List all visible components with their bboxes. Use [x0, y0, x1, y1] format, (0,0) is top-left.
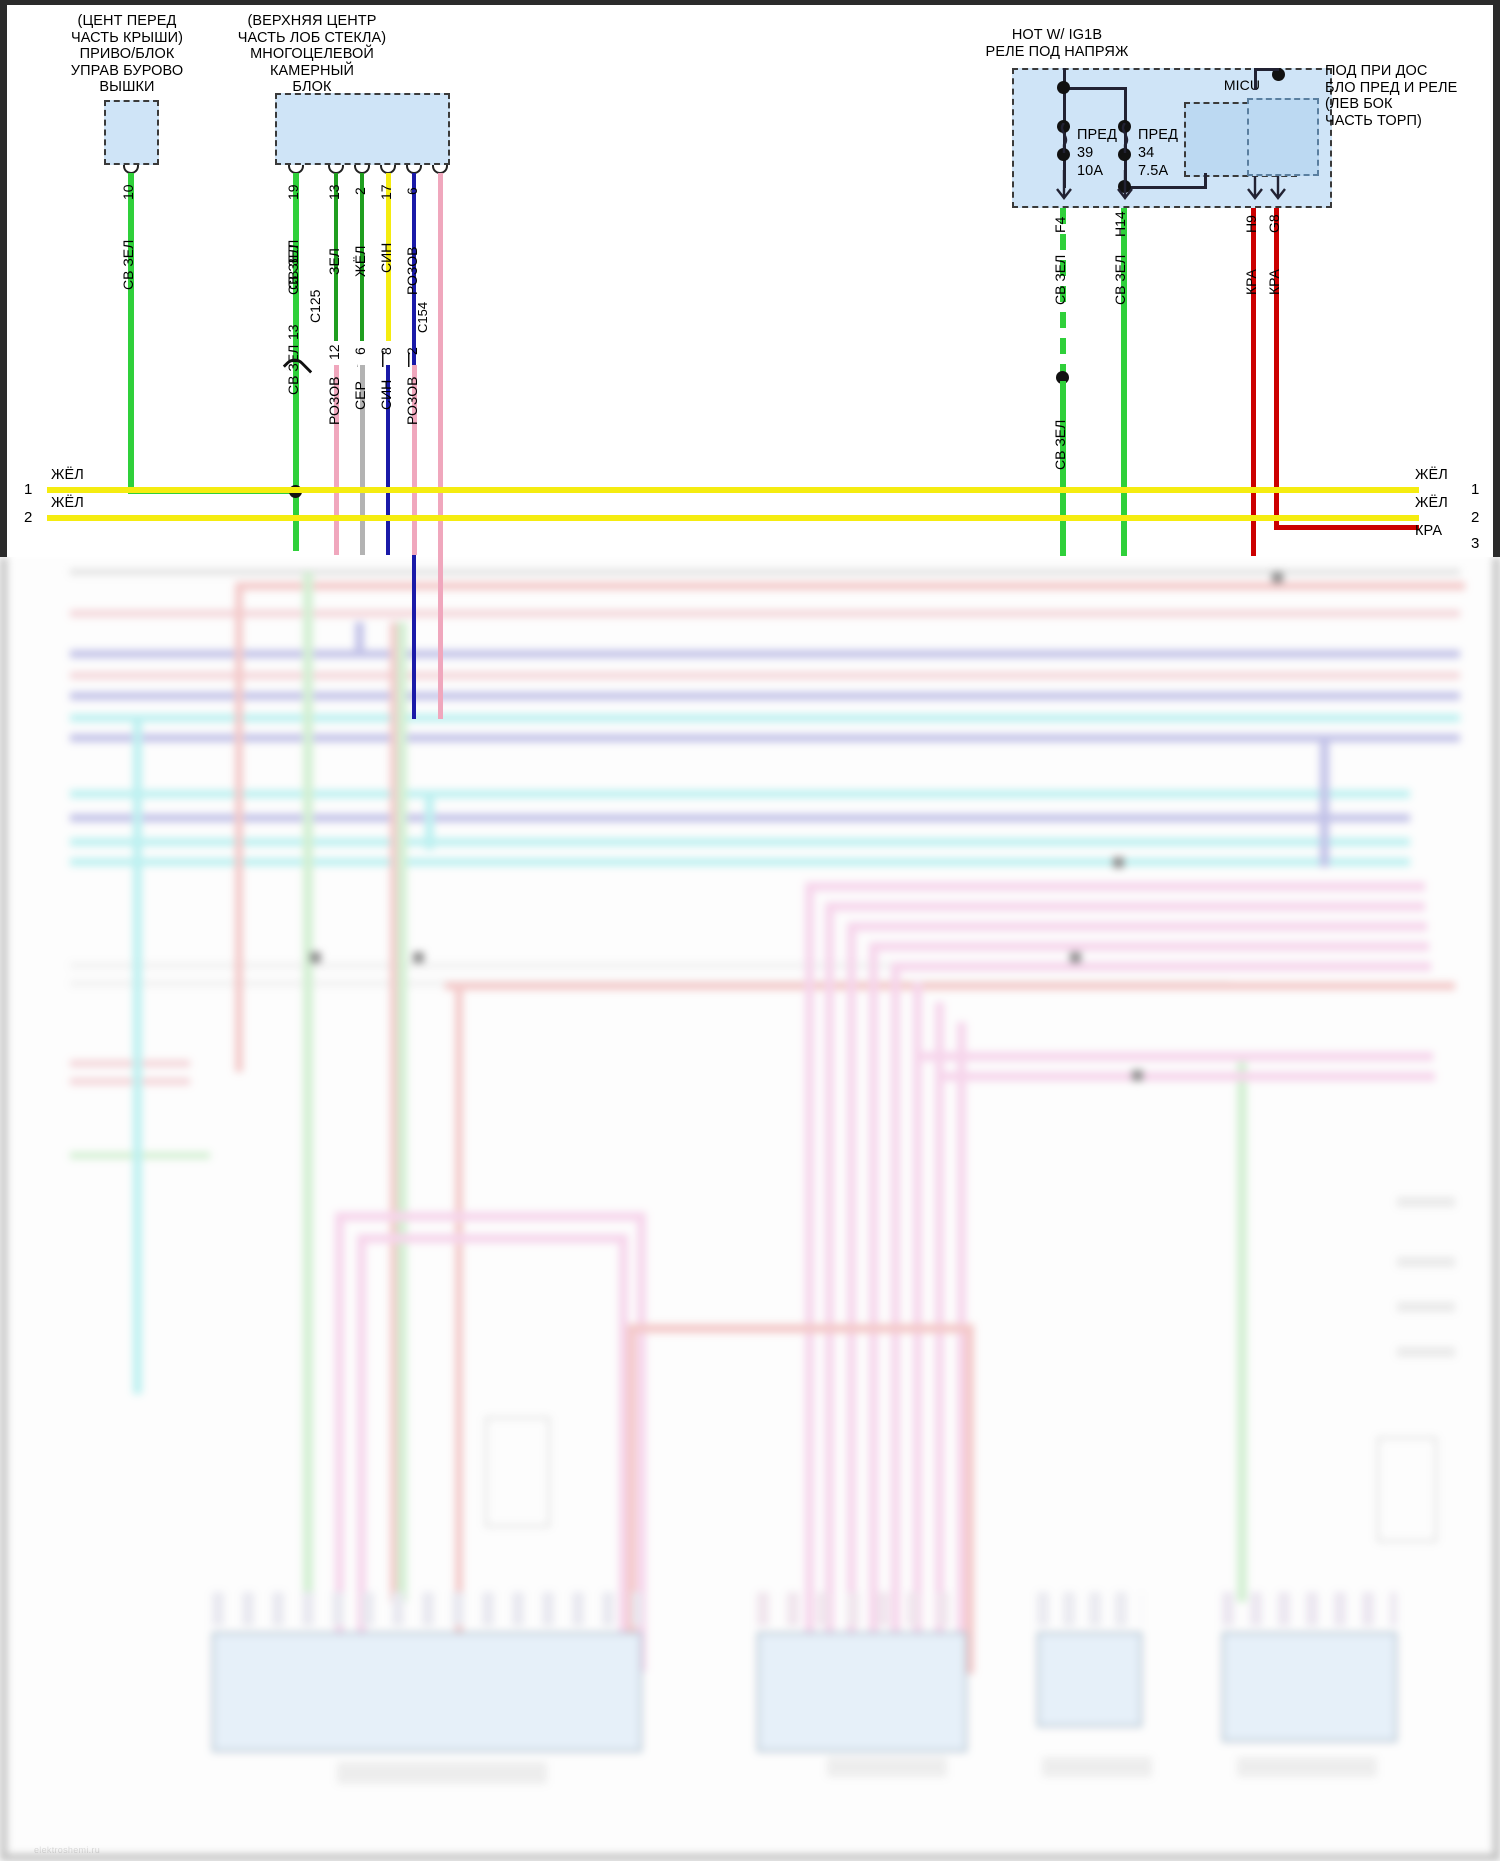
- wire-rozov-pin12: [334, 365, 339, 555]
- bus-left-color-2: ЖЁЛ: [51, 495, 84, 511]
- fuse-34-name: ПРЕД: [1138, 127, 1178, 143]
- pin-number-19: 19: [285, 184, 301, 200]
- pin-number-h9: H9: [1243, 215, 1259, 233]
- wire-sin-pin17: [386, 173, 391, 341]
- wire-ser-pin6: [360, 365, 365, 555]
- c-connector-marks: [325, 351, 447, 367]
- wire-color-sv-zel-1: СВ ЗЕЛ: [120, 239, 136, 290]
- wire-color-sv-zel-h14: СВ ЗЕЛ: [1112, 254, 1128, 305]
- wire-sin-pin8: [386, 365, 390, 555]
- bus-right-color-2: ЖЁЛ: [1415, 495, 1448, 511]
- bus-right-num-3: 3: [1471, 535, 1480, 552]
- wire-color-kra-g8: КРА: [1266, 269, 1282, 295]
- outlet-arrow-f4: [1056, 170, 1072, 200]
- fuse-34-symbol: [1121, 123, 1129, 153]
- wire-color-kra-h9: КРА: [1243, 269, 1259, 295]
- fuse-39-number: 39: [1077, 145, 1094, 161]
- wire-sv-zel-f4-dashed: [1060, 208, 1066, 378]
- bus-left-color-1: ЖЁЛ: [51, 467, 84, 483]
- fuse-34-number: 34: [1138, 145, 1155, 161]
- wire-kra-h9: [1251, 208, 1256, 556]
- splice-dot-f4: [1056, 371, 1069, 384]
- wire-color-rozov-2: РОЗОВ: [404, 376, 420, 425]
- fuse-39-rating: 10A: [1077, 163, 1104, 179]
- pin-number-2: 2: [352, 187, 368, 195]
- junction-dot-b: [1057, 120, 1070, 133]
- multipurpose-camera-unit-label: (ВЕРХНЯЯ ЦЕНТР ЧАСТЬ ЛОБ СТЕКЛА) МНОГОЦЕ…: [237, 13, 387, 95]
- pin-number-17: 17: [378, 184, 394, 200]
- wire-sv-zel-f4-solid: [1060, 381, 1066, 556]
- connector-c154-label: C154: [415, 301, 430, 333]
- bus-left-num-1: 1: [24, 481, 33, 498]
- drill-rig-control-unit-label: (ЦЕНТ ПЕРЕД ЧАСТЬ КРЫШИ) ПРИВО/БЛОК УПРА…: [70, 13, 184, 95]
- connector-c125-label: C125: [307, 289, 323, 323]
- wire-color-sin-17: СИН: [378, 242, 394, 273]
- fuse-39-name: ПРЕД: [1077, 127, 1117, 143]
- bus-right-color-3: КРА: [1415, 523, 1443, 539]
- pin-number-h14: H14: [1112, 211, 1128, 237]
- junction-dot-g: [1272, 68, 1285, 81]
- wire-sv-zel-pin19: [293, 173, 299, 551]
- junction-dot-d: [1118, 120, 1131, 133]
- junction-dot-c: [1057, 148, 1070, 161]
- wire-color-ser-6: СЕР: [352, 381, 368, 410]
- fuse-39-symbol: [1060, 123, 1068, 153]
- multipurpose-camera-unit-block[interactable]: [275, 93, 450, 165]
- lower-blurred-diagram-layer: [0, 557, 1500, 1861]
- under-dash-fuse-relay-box-label: ПОД ПРИ ДОС БЛО ПРЕД И РЕЛЕ (ЛЕВ БОК ЧАС…: [1325, 63, 1458, 129]
- wire-color-zhel-2: ЖЁЛ: [352, 245, 368, 277]
- micu-label: MICU: [1223, 77, 1261, 93]
- bus-right-num-2: 2: [1471, 509, 1480, 526]
- pin-number-10: 10: [120, 184, 136, 200]
- bus-left-num-2: 2: [24, 509, 33, 526]
- pin-number-f4: F4: [1052, 216, 1068, 233]
- wire-color-sv-zel-c125: СВ ЗЕЛ: [285, 244, 301, 295]
- upper-diagram-layer: (ЦЕНТ ПЕРЕД ЧАСТЬ КРЫШИ) ПРИВО/БЛОК УПРА…: [0, 0, 1500, 719]
- wire-kra-g8: [1274, 208, 1279, 530]
- wire-zhel-pin2: [360, 173, 364, 341]
- pin-number-13: 13: [326, 184, 342, 200]
- wire-sv-zel-h14: [1121, 208, 1127, 556]
- wire-zel-pin13: [334, 173, 338, 341]
- bus-wire-zhel-2: [47, 515, 1419, 521]
- wire-rozov-pin2: [412, 365, 417, 555]
- outlet-arrow-h14: [1117, 170, 1133, 200]
- wire-color-rozov-12: РОЗОВ: [326, 376, 342, 425]
- bus-right-color-1: ЖЁЛ: [1415, 467, 1448, 483]
- pin-number-6: 6: [404, 187, 420, 195]
- wire-color-sv-zel-f4b: СВ ЗЕЛ: [1052, 419, 1068, 470]
- wire-color-zel-13: ЗЕЛ: [326, 248, 342, 275]
- wire-color-sv-zel-f4: СВ ЗЕЛ: [1052, 254, 1068, 305]
- wire-pink-last: [438, 173, 443, 719]
- bus-wire-zhel-1: [47, 487, 1419, 493]
- junction-dot-e: [1118, 148, 1131, 161]
- junction-dot-a: [1057, 81, 1070, 94]
- bus-right-num-1: 1: [1471, 481, 1480, 498]
- hot-relay-box-label: HOT W/ IG1B РЕЛЕ ПОД НАПРЯЖ: [985, 27, 1129, 60]
- wire-sv-zel-pin10: [128, 173, 134, 493]
- wire-color-sin-8: СИН: [378, 379, 394, 410]
- drill-rig-control-unit-block[interactable]: [104, 100, 159, 165]
- wire-color-rozov-6: РОЗОВ: [404, 246, 420, 295]
- fuse-34-rating: 7.5A: [1138, 163, 1169, 179]
- wire-kra-g8-horiz: [1274, 525, 1419, 530]
- connector-c125-pin: 13: [285, 324, 301, 340]
- pin-number-g8: G8: [1266, 214, 1282, 233]
- under-dash-fuse-relay-box-block[interactable]: [1247, 98, 1319, 176]
